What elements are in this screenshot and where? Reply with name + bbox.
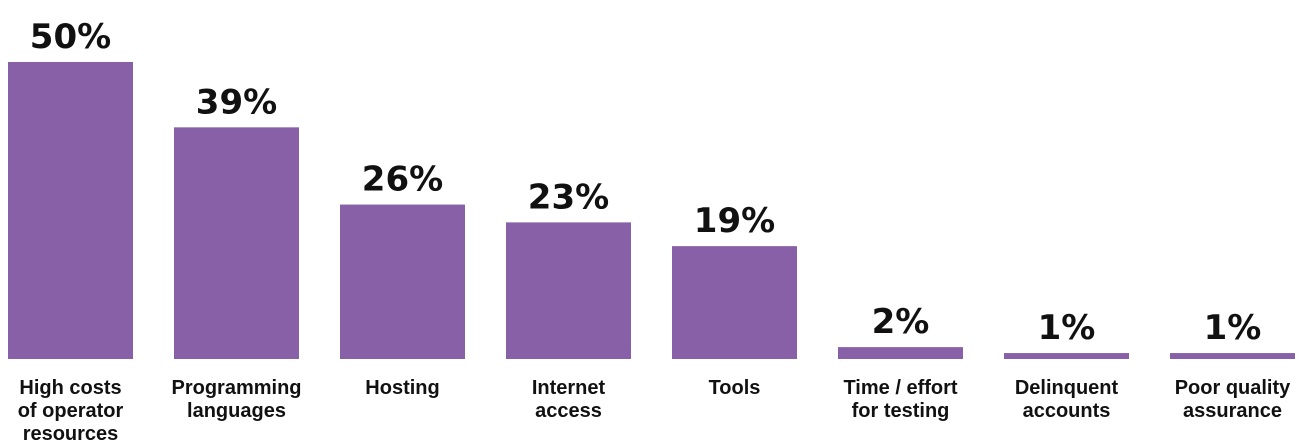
value-labels-group: 50% 39% 26% 23% 19% 2% 1% 1%: [30, 17, 1262, 348]
bar-5: [672, 246, 797, 359]
category-label-line: accounts: [1023, 400, 1111, 422]
bar-4: [506, 222, 631, 359]
category-label-line: High costs: [19, 377, 121, 399]
bar-8: [1170, 353, 1295, 359]
category-label-8: Poor quality assurance: [1175, 377, 1291, 422]
bar-3: [340, 204, 465, 359]
value-label-6: 2%: [872, 302, 930, 342]
value-label-7: 1%: [1038, 308, 1096, 348]
value-label-4: 23%: [528, 177, 609, 217]
value-label-2: 39%: [196, 82, 277, 122]
bar-6: [838, 347, 963, 359]
category-label-line: Delinquent: [1015, 377, 1119, 399]
category-label-line: Poor quality: [1175, 377, 1291, 399]
category-label-5: Tools: [709, 377, 761, 399]
category-label-line: Time / effort: [843, 377, 957, 399]
category-label-1: High costs of operator resources: [18, 377, 124, 443]
bar-2: [174, 127, 299, 359]
category-label-line: languages: [187, 400, 286, 422]
category-label-2: Programming languages: [171, 377, 301, 422]
category-label-line: Tools: [709, 377, 761, 399]
category-label-line: assurance: [1183, 400, 1282, 422]
value-label-5: 19%: [694, 201, 775, 241]
bars-group: [8, 62, 1295, 359]
bar-1: [8, 62, 133, 359]
category-label-line: for testing: [852, 400, 950, 422]
category-label-line: Hosting: [365, 377, 439, 399]
category-label-6: Time / effort for testing: [843, 377, 957, 422]
category-label-line: Internet: [532, 377, 606, 399]
category-label-line: Programming: [171, 377, 301, 399]
value-label-3: 26%: [362, 160, 443, 200]
category-label-4: Internet access: [532, 377, 606, 422]
category-label-3: Hosting: [365, 377, 439, 399]
category-label-7: Delinquent accounts: [1015, 377, 1119, 422]
category-labels-group: High costs of operator resources Programmin…: [18, 377, 1291, 443]
value-label-1: 50%: [30, 17, 111, 57]
value-label-8: 1%: [1204, 308, 1262, 348]
category-label-line: access: [535, 400, 602, 422]
category-label-line: resources: [23, 423, 119, 443]
bar-7: [1004, 353, 1129, 359]
category-label-line: of operator: [18, 400, 124, 422]
